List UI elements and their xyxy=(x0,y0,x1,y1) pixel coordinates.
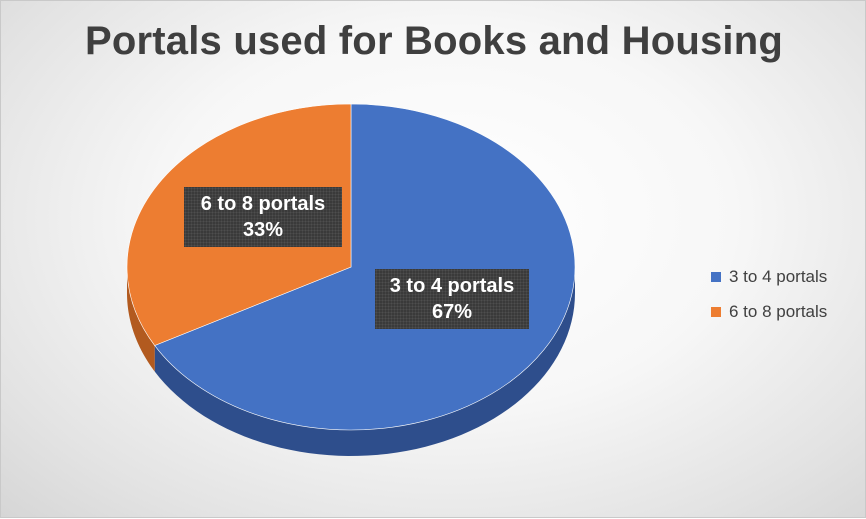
pie-side-0 xyxy=(154,267,575,456)
legend-label: 6 to 8 portals xyxy=(729,301,828,321)
pie-side-1 xyxy=(127,267,155,372)
data-label-value: 33% xyxy=(242,219,284,241)
legend-item-3-to-4-portals: 3 to 4 portals xyxy=(711,263,827,290)
pie-tops xyxy=(126,103,576,431)
legend-label: 3 to 4 portals xyxy=(729,266,828,286)
legend-swatch xyxy=(711,271,721,282)
data-label-3-to-4-portals: 3 to 4 portals 67% xyxy=(375,269,529,329)
pie-sides xyxy=(127,267,575,456)
data-label-category: 6 to 8 portals xyxy=(200,193,326,215)
chart-title: Portals used for Books and Housing xyxy=(85,19,783,63)
data-label-category: 3 to 4 portals xyxy=(389,275,515,297)
pie-slice-0 xyxy=(154,103,576,431)
legend: 3 to 4 portals 6 to 8 portals xyxy=(711,263,827,333)
data-label-value: 67% xyxy=(431,301,473,323)
legend-swatch xyxy=(711,306,721,317)
legend-item-6-to-8-portals: 6 to 8 portals xyxy=(711,298,827,325)
data-label-6-to-8-portals: 6 to 8 portals 33% xyxy=(184,187,342,247)
